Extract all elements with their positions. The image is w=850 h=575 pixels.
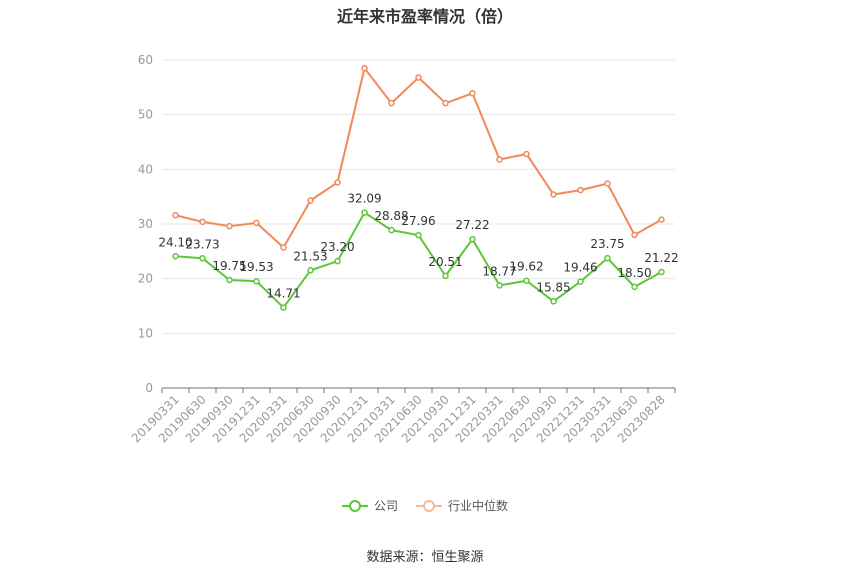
company-point xyxy=(469,235,476,243)
company-point xyxy=(442,272,449,280)
company-point xyxy=(577,278,584,285)
y-tick-label: 10 xyxy=(138,326,153,340)
company-point xyxy=(334,257,341,265)
industry-median-point xyxy=(199,218,206,226)
y-tick-label: 0 xyxy=(145,381,153,395)
company-data-label: 32.09 xyxy=(347,192,381,206)
company-point xyxy=(280,304,287,311)
y-tick-label: 30 xyxy=(138,217,153,231)
industry-median-point xyxy=(415,74,422,81)
industry-median-point xyxy=(631,231,638,239)
company-data-label: 19.46 xyxy=(563,261,597,275)
company-point xyxy=(631,283,638,291)
company-data-label: 14.71 xyxy=(266,287,300,301)
legend-label-company: 公司 xyxy=(373,499,398,513)
y-tick-label: 50 xyxy=(138,108,153,122)
industry-median-point xyxy=(388,99,395,107)
company-point xyxy=(388,226,395,234)
chart-title: 近年来市盈率情况（倍） xyxy=(336,7,513,26)
company-data-label: 27.96 xyxy=(401,214,435,228)
industry-median-point xyxy=(442,99,449,107)
y-tick-label: 40 xyxy=(138,162,153,176)
company-data-label: 21.22 xyxy=(644,251,678,265)
legend-swatch-industry-median xyxy=(416,499,442,513)
company-point xyxy=(307,267,314,274)
company-data-label: 18.77 xyxy=(482,264,516,278)
company-data-label: 19.62 xyxy=(509,260,543,274)
industry-median-point xyxy=(550,191,557,198)
industry-median-point xyxy=(496,156,503,163)
industry-median-point xyxy=(172,212,179,219)
company-point xyxy=(658,268,665,276)
company-data-label: 19.53 xyxy=(239,260,273,274)
legend-swatch-company xyxy=(341,499,368,513)
company-data-label: 15.85 xyxy=(536,280,570,294)
y-tick-label: 20 xyxy=(138,272,153,286)
industry-median-point xyxy=(658,216,665,223)
company-point xyxy=(361,209,368,216)
industry-median-point xyxy=(334,179,341,186)
series-lines xyxy=(172,64,665,311)
company-data-label: 23.20 xyxy=(320,240,354,254)
legend-label-industry-median: 行业中位数 xyxy=(448,499,509,513)
legend: 公司 行业中位数 xyxy=(0,497,850,514)
data-source-note: 数据来源：恒生聚源 xyxy=(366,550,484,565)
industry-median-point xyxy=(604,180,611,187)
company-data-label: 18.50 xyxy=(617,266,651,280)
company-data-label: 28.88 xyxy=(374,209,408,223)
y-tick-label: 60 xyxy=(138,53,153,67)
company-data-label: 20.51 xyxy=(428,255,462,269)
legend-item-industry-median[interactable]: 行业中位数 xyxy=(416,497,508,514)
company-data-label: 19.75 xyxy=(212,259,246,273)
company-point xyxy=(415,231,422,239)
industry-median-point xyxy=(577,186,584,194)
company-data-label: 23.73 xyxy=(185,237,219,251)
industry-median-point xyxy=(226,222,233,230)
industry-median-point xyxy=(469,90,476,97)
industry-median-point xyxy=(523,150,530,158)
company-point xyxy=(172,253,179,260)
company-point xyxy=(496,282,503,289)
industry-median-point xyxy=(280,244,287,251)
legend-item-company[interactable]: 公司 xyxy=(341,497,398,514)
company-data-label: 21.53 xyxy=(293,249,327,263)
company-point xyxy=(226,276,233,284)
industry-median-point xyxy=(253,219,260,227)
company-data-label: 24.10 xyxy=(158,235,192,249)
company-data-label: 27.22 xyxy=(455,218,489,232)
company-point xyxy=(199,255,206,262)
company-point xyxy=(253,277,260,285)
company-data-label: 23.75 xyxy=(590,237,624,251)
industry-median-point xyxy=(361,64,368,72)
company-point xyxy=(550,298,557,305)
grid-lines xyxy=(162,59,675,334)
industry-median-point xyxy=(307,197,314,204)
company-point xyxy=(604,254,611,262)
company-point xyxy=(523,277,530,284)
